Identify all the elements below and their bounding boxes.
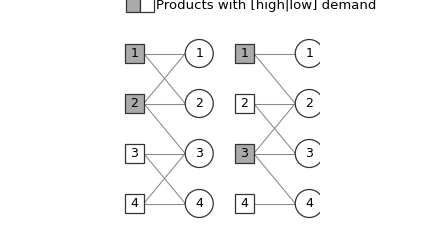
Circle shape [185,89,213,118]
FancyBboxPatch shape [234,44,253,63]
Text: 1: 1 [130,47,138,60]
Circle shape [294,140,322,167]
Text: 4: 4 [240,197,248,210]
Text: 3: 3 [240,147,248,160]
Circle shape [294,89,322,118]
FancyBboxPatch shape [125,0,139,12]
Circle shape [185,40,213,67]
FancyBboxPatch shape [139,0,153,12]
Circle shape [294,189,322,218]
FancyBboxPatch shape [124,194,144,213]
FancyBboxPatch shape [124,144,144,163]
Text: 3: 3 [305,147,312,160]
Text: 1: 1 [195,47,203,60]
Circle shape [294,40,322,67]
Text: 3: 3 [195,147,203,160]
FancyBboxPatch shape [124,44,144,63]
Text: 2: 2 [130,97,138,110]
FancyBboxPatch shape [234,94,253,113]
FancyBboxPatch shape [234,144,253,163]
FancyBboxPatch shape [234,194,253,213]
Text: 4: 4 [130,197,138,210]
Text: 4: 4 [305,197,312,210]
Text: 3: 3 [130,147,138,160]
Circle shape [185,189,213,218]
Text: Products with [high|low] demand: Products with [high|low] demand [155,0,375,12]
Text: 2: 2 [240,97,248,110]
Text: 2: 2 [195,97,203,110]
Text: 1: 1 [305,47,312,60]
Text: 1: 1 [240,47,248,60]
Circle shape [185,140,213,167]
Text: 2: 2 [305,97,312,110]
Text: 4: 4 [195,197,203,210]
FancyBboxPatch shape [124,94,144,113]
